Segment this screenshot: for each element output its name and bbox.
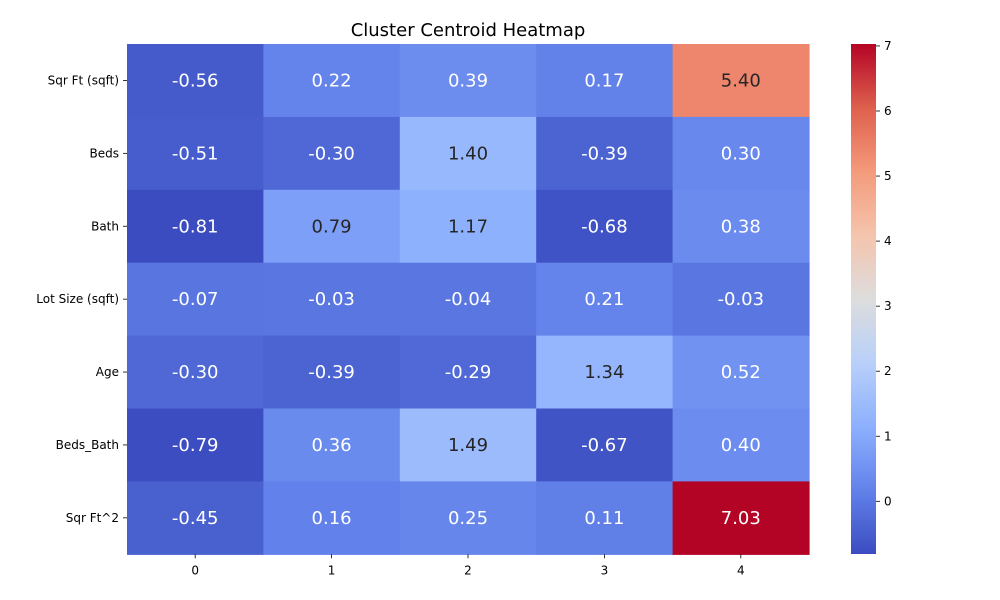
colorbar-tick-label: 6 — [884, 104, 892, 118]
cell-value-label-r4-c3: 1.34 — [584, 362, 624, 383]
cell-value-label-r5-c3: -0.67 — [581, 435, 628, 456]
cell-value-label-r6-c3: 0.11 — [584, 508, 624, 529]
heatmap-cells: -0.56 0.22 0.39 0.17 5.40 -0.51 -0.30 1.40 -0.39… — [127, 44, 810, 555]
cell-value-label-r1-c4: 0.30 — [721, 143, 761, 164]
cell-value-label-r0-c3: 0.17 — [584, 70, 624, 91]
cell-value-label-r2-c0: -0.81 — [172, 216, 219, 237]
cell-value-label-r6-c4: 7.03 — [721, 508, 761, 529]
cell-value-label-r4-c2: -0.29 — [445, 362, 492, 383]
cell-value-label-r5-c0: -0.79 — [172, 435, 219, 456]
cell-value-label-r4-c4: 0.52 — [721, 362, 761, 383]
x-tick-label: 0 — [191, 563, 199, 577]
cell-value-label-r3-c1: -0.03 — [308, 289, 355, 310]
cell-value-label-r2-c3: -0.68 — [581, 216, 628, 237]
y-tick-label: Age — [96, 365, 119, 379]
cell-value-label-r5-c2: 1.49 — [448, 435, 488, 456]
cell-value-label-r5-c1: 0.36 — [312, 435, 352, 456]
cell-value-label-r0-c2: 0.39 — [448, 70, 488, 91]
colorbar-gradient — [851, 44, 876, 554]
cell-value-label-r1-c2: 1.40 — [448, 143, 488, 164]
x-tick-label: 4 — [737, 563, 745, 577]
colorbar-tick-label: 5 — [884, 169, 892, 183]
colorbar-tick-label: 7 — [884, 39, 892, 53]
cell-value-label-r1-c0: -0.51 — [172, 143, 219, 164]
cell-value-label-r0-c4: 5.40 — [721, 70, 761, 91]
x-tick-label: 1 — [328, 563, 336, 577]
x-tick-label: 2 — [464, 563, 472, 577]
x-tick-labels: 0 1 2 3 4 — [191, 554, 744, 577]
cell-value-label-r6-c2: 0.25 — [448, 508, 488, 529]
cell-value-label-r2-c1: 0.79 — [312, 216, 352, 237]
cell-value-label-r5-c4: 0.40 — [721, 435, 761, 456]
cell-value-label-r6-c1: 0.16 — [312, 508, 352, 529]
x-tick-label: 3 — [601, 563, 609, 577]
colorbar-tick-label: 2 — [884, 364, 892, 378]
y-tick-label: Sqr Ft^2 — [66, 511, 119, 525]
colorbar-tick-label: 3 — [884, 299, 892, 313]
cell-value-label-r1-c1: -0.30 — [308, 143, 355, 164]
cell-value-label-r0-c0: -0.56 — [172, 70, 219, 91]
y-tick-label: Beds_Bath — [56, 438, 119, 452]
colorbar-tick-label: 4 — [884, 234, 892, 248]
chart-title: Cluster Centroid Heatmap — [351, 20, 586, 41]
cell-value-label-r3-c4: -0.03 — [718, 289, 765, 310]
cell-value-label-r4-c1: -0.39 — [308, 362, 355, 383]
cell-value-label-r4-c0: -0.30 — [172, 362, 219, 383]
cell-value-label-r6-c0: -0.45 — [172, 508, 219, 529]
cell-value-label-r3-c2: -0.04 — [445, 289, 492, 310]
y-tick-labels: Sqr Ft (sqft) Beds Bath Lot Size (sqft) Age B… — [36, 73, 127, 524]
cell-value-label-r3-c3: 0.21 — [584, 289, 624, 310]
cell-value-label-r2-c4: 0.38 — [721, 216, 761, 237]
cell-value-label-r1-c3: -0.39 — [581, 143, 628, 164]
y-tick-label: Bath — [91, 219, 119, 233]
colorbar-tick-label: 0 — [884, 494, 892, 508]
colorbar: 0 1 2 3 4 5 6 7 — [851, 39, 892, 554]
colorbar-tick-label: 1 — [884, 429, 892, 443]
cell-value-label-r2-c2: 1.17 — [448, 216, 488, 237]
y-tick-label: Lot Size (sqft) — [36, 292, 119, 306]
y-tick-label: Sqr Ft (sqft) — [48, 73, 119, 87]
cell-value-label-r0-c1: 0.22 — [312, 70, 352, 91]
y-tick-label: Beds — [90, 146, 119, 160]
cell-value-label-r3-c0: -0.07 — [172, 289, 219, 310]
